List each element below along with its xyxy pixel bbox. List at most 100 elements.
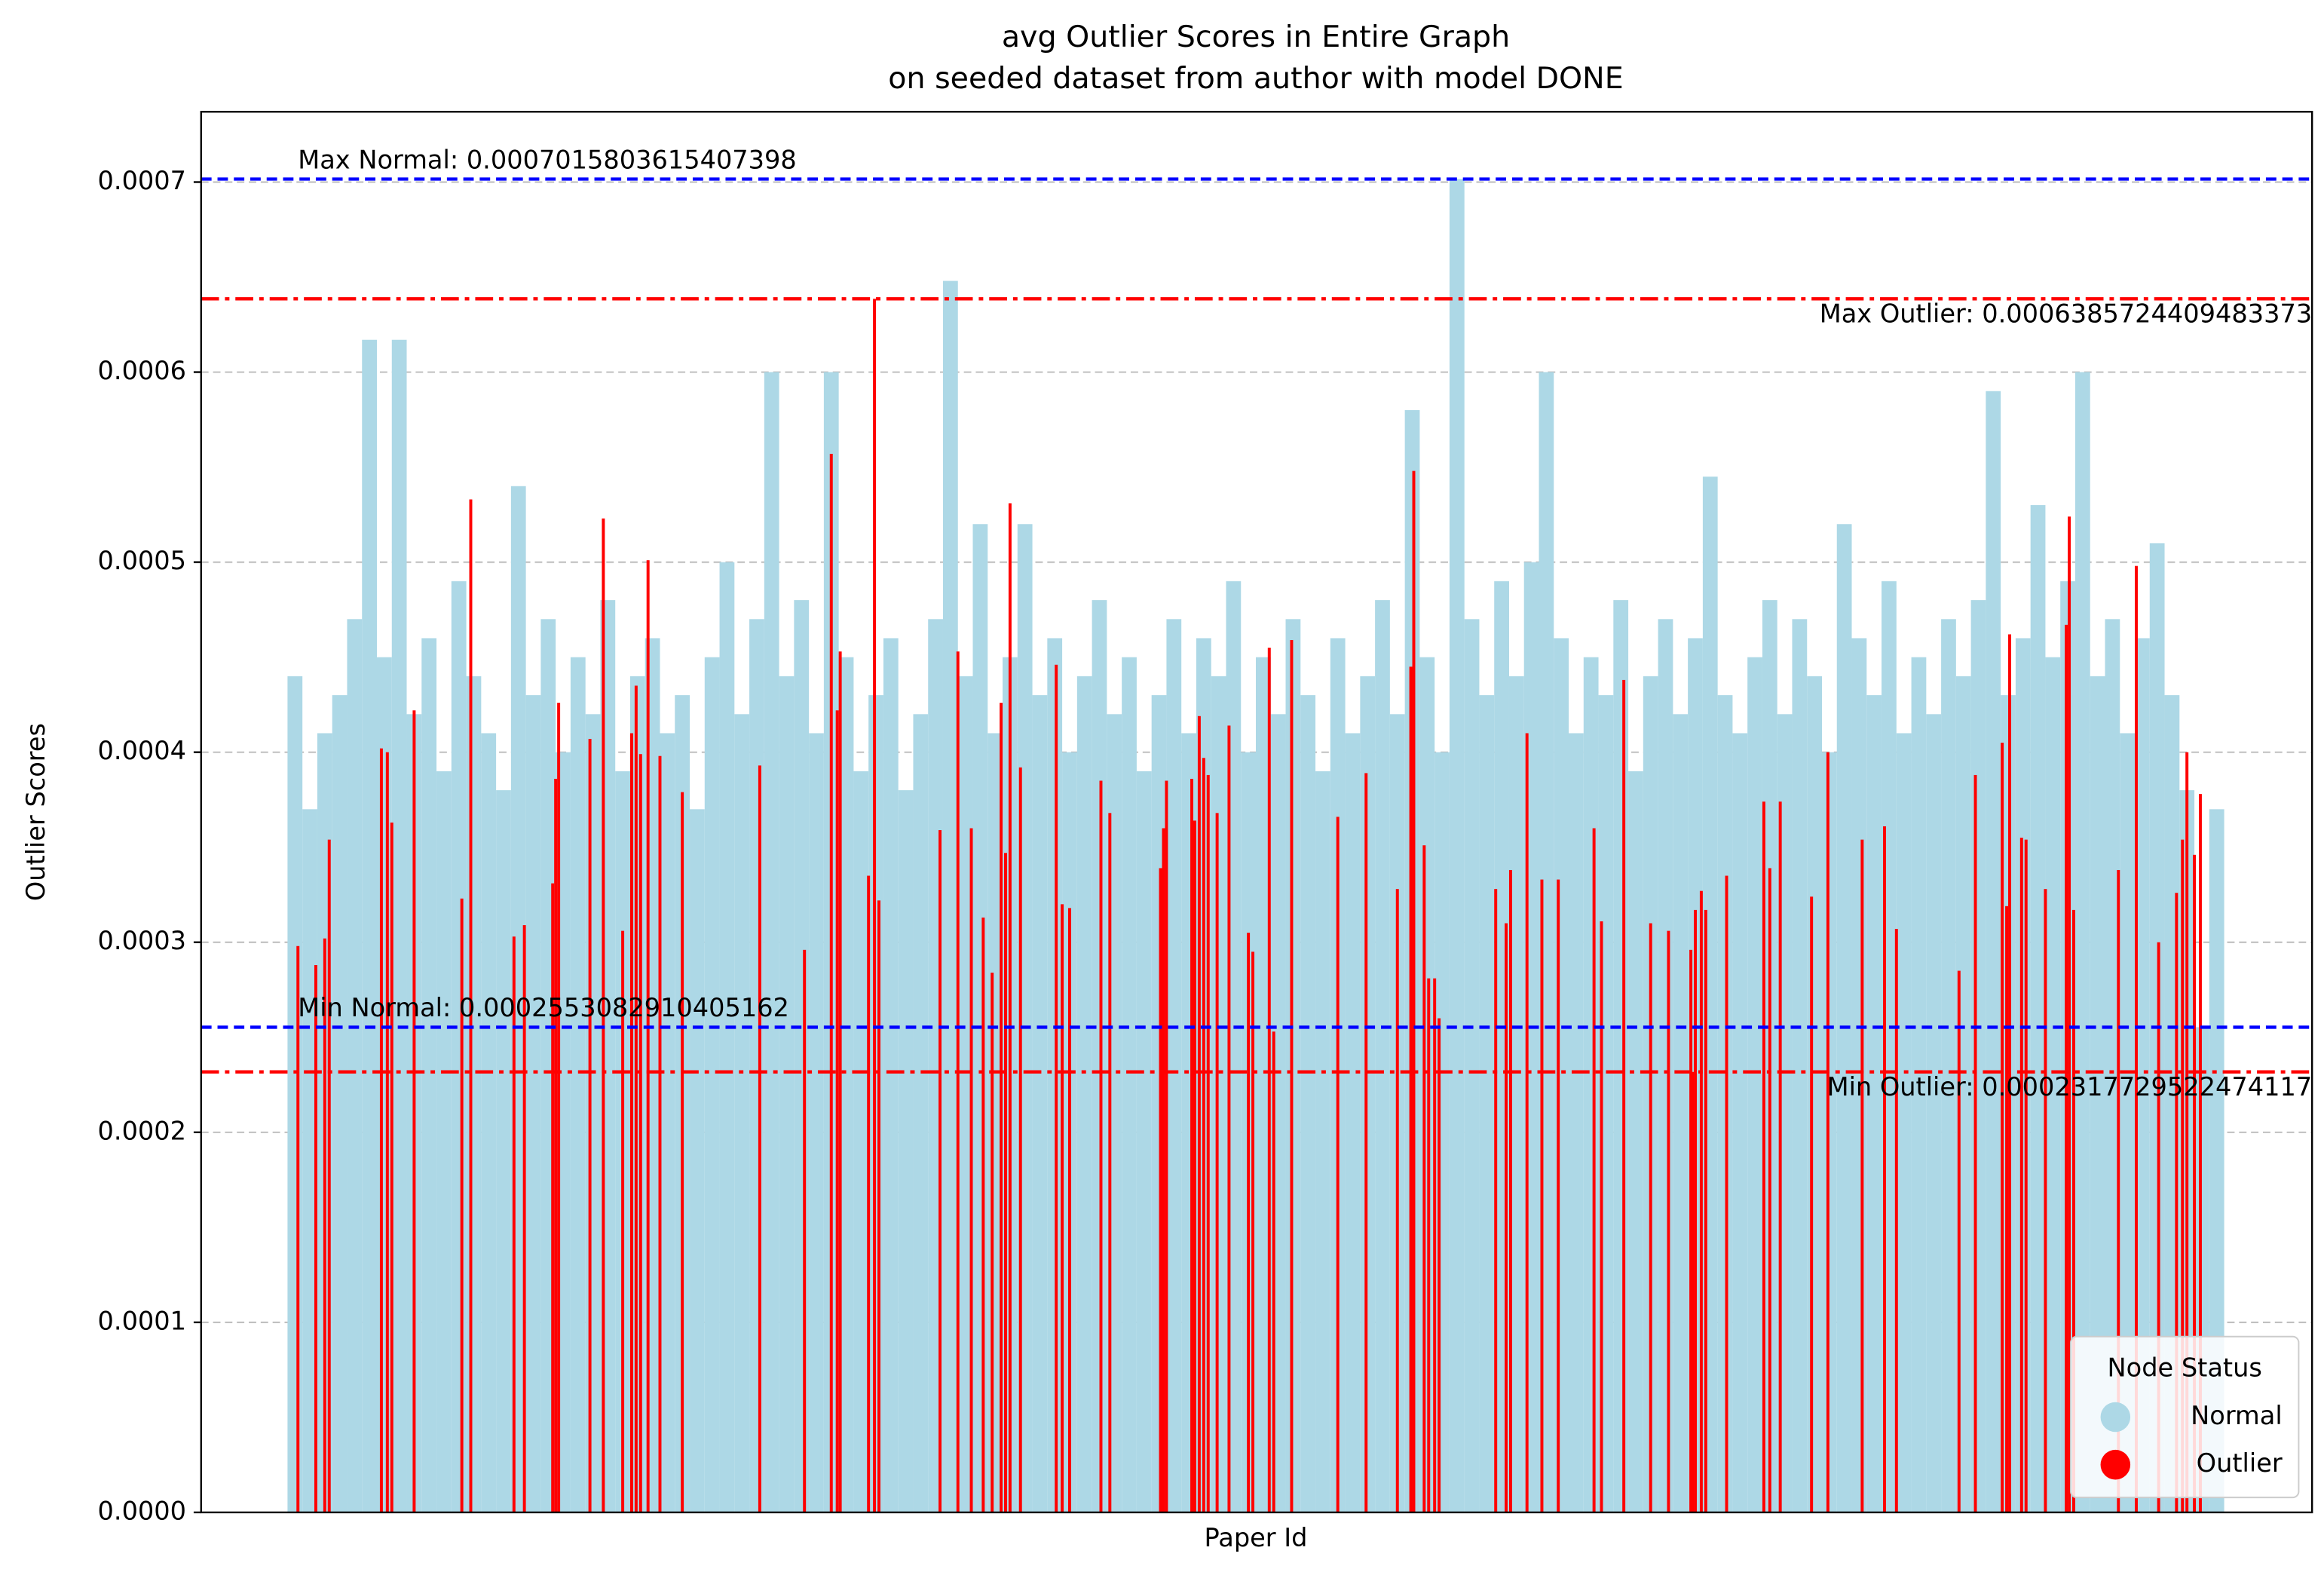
outlier-bar	[2072, 909, 2075, 1512]
outlier-bar	[554, 778, 558, 1512]
outlier-bar	[758, 765, 761, 1512]
normal-bar	[868, 695, 883, 1512]
normal-bar	[660, 733, 675, 1512]
outlier-bar	[1540, 879, 1544, 1512]
normal-bar	[734, 714, 750, 1512]
normal-bar	[2030, 505, 2046, 1512]
normal-bar	[302, 809, 317, 1512]
outlier-bar	[1725, 875, 1728, 1512]
outlier-bar	[296, 945, 300, 1512]
y-tick-label: 0.0005	[98, 546, 187, 575]
normal-bar	[421, 638, 437, 1512]
outlier-bar	[390, 822, 393, 1512]
y-tick-label: 0.0001	[98, 1306, 187, 1335]
outlier-bar	[1768, 868, 1771, 1512]
chart-title: avg Outlier Scores in Entire Graph	[1002, 20, 1510, 54]
outlier-bar	[829, 453, 833, 1512]
normal-bar	[1628, 771, 1643, 1512]
normal-bar	[2045, 657, 2061, 1512]
reference-label: Max Normal: 0.0007015803615407398	[298, 145, 797, 174]
outlier-bar	[327, 839, 331, 1512]
y-tick-label: 0.0002	[98, 1116, 187, 1145]
x-axis-label: Paper Id	[1205, 1523, 1308, 1552]
outlier-bar	[938, 830, 942, 1512]
normal-bar	[1076, 676, 1092, 1512]
normal-bar	[1792, 619, 1808, 1512]
outlier-bar	[460, 898, 464, 1512]
normal-bar	[391, 339, 407, 1512]
outlier-bar	[2117, 869, 2120, 1512]
normal-bar	[1479, 695, 1495, 1512]
outlier-bar	[1190, 778, 1194, 1512]
outlier-bar	[1691, 1071, 1695, 1512]
outlier-bar	[2044, 889, 2047, 1512]
outlier-bar	[1810, 896, 1814, 1512]
outlier-bar	[1762, 801, 1765, 1512]
outlier-bar	[314, 964, 317, 1512]
outlier-bar	[412, 710, 416, 1512]
outlier-bar	[1427, 978, 1431, 1512]
outlier-bar	[2135, 565, 2138, 1512]
outlier-bar	[1649, 923, 1652, 1512]
normal-bar	[287, 676, 303, 1512]
outlier-bar	[1973, 774, 1977, 1512]
outlier-bar	[602, 518, 605, 1512]
outlier-bar	[1162, 828, 1165, 1512]
normal-bar	[1613, 600, 1629, 1512]
outlier-bar	[991, 973, 994, 1512]
outlier-bar	[1699, 890, 1703, 1512]
normal-bar	[809, 733, 824, 1512]
outlier-bar	[2024, 839, 2028, 1512]
normal-bar	[1821, 752, 1837, 1512]
outlier-bar	[969, 828, 973, 1512]
outlier-bar	[551, 883, 555, 1512]
normal-bar	[1166, 619, 1182, 1512]
normal-bar	[749, 619, 764, 1512]
outlier-bar	[1422, 845, 1426, 1512]
outlier-bar	[323, 938, 326, 1512]
normal-bar	[1986, 391, 2001, 1512]
outlier-bar	[981, 917, 985, 1512]
outlier-bar	[867, 875, 871, 1512]
plot-frame	[200, 111, 2313, 1514]
outlier-bar	[1704, 909, 1707, 1512]
outlier-bar	[873, 299, 877, 1512]
chart-subtitle: on seeded dataset from author with model…	[888, 61, 1623, 96]
outlier-bar	[2175, 893, 2179, 1512]
normal-bar	[2074, 372, 2090, 1512]
normal-bar	[719, 562, 735, 1512]
outlier-bar	[1883, 826, 1886, 1512]
normal-bar	[1732, 733, 1748, 1512]
normal-bar	[2090, 676, 2105, 1512]
outlier-bar	[803, 949, 807, 1512]
outlier-bar	[1159, 868, 1162, 1512]
reference-label: Max Outlier: 0.0006385724409483373	[1820, 299, 2312, 329]
outlier-bar	[1592, 828, 1596, 1512]
outlier-bar	[557, 703, 561, 1512]
outlier-bar	[638, 754, 642, 1512]
outlier-bar	[877, 900, 880, 1512]
reference-lines: Max Normal: 0.0007015803615407398 Min Nor…	[201, 145, 2313, 1102]
outlier-bar	[2019, 838, 2023, 1512]
outlier-bar	[1215, 813, 1219, 1512]
normal-bar	[332, 695, 348, 1512]
outlier-bar	[379, 748, 383, 1512]
normal-bar	[466, 676, 482, 1512]
y-axis-label: Outlier Scores	[21, 723, 51, 901]
outlier-bar	[1557, 879, 1560, 1512]
normal-bar	[1449, 179, 1465, 1512]
outlier-bar	[1067, 908, 1071, 1512]
outlier-bar	[1108, 813, 1112, 1512]
legend: Node Status Normal Outlier	[2070, 1335, 2300, 1499]
outlier-bar	[2157, 942, 2160, 1512]
outlier-bar	[1505, 923, 1508, 1512]
legend-label: Outlier	[2197, 1448, 2283, 1478]
outlier-bar	[1508, 869, 1512, 1512]
outlier-bar	[1494, 889, 1498, 1512]
legend-marker	[2100, 1449, 2131, 1480]
normal-bar	[1866, 695, 1882, 1512]
normal-bar	[690, 809, 705, 1512]
normal-bar	[436, 771, 452, 1512]
